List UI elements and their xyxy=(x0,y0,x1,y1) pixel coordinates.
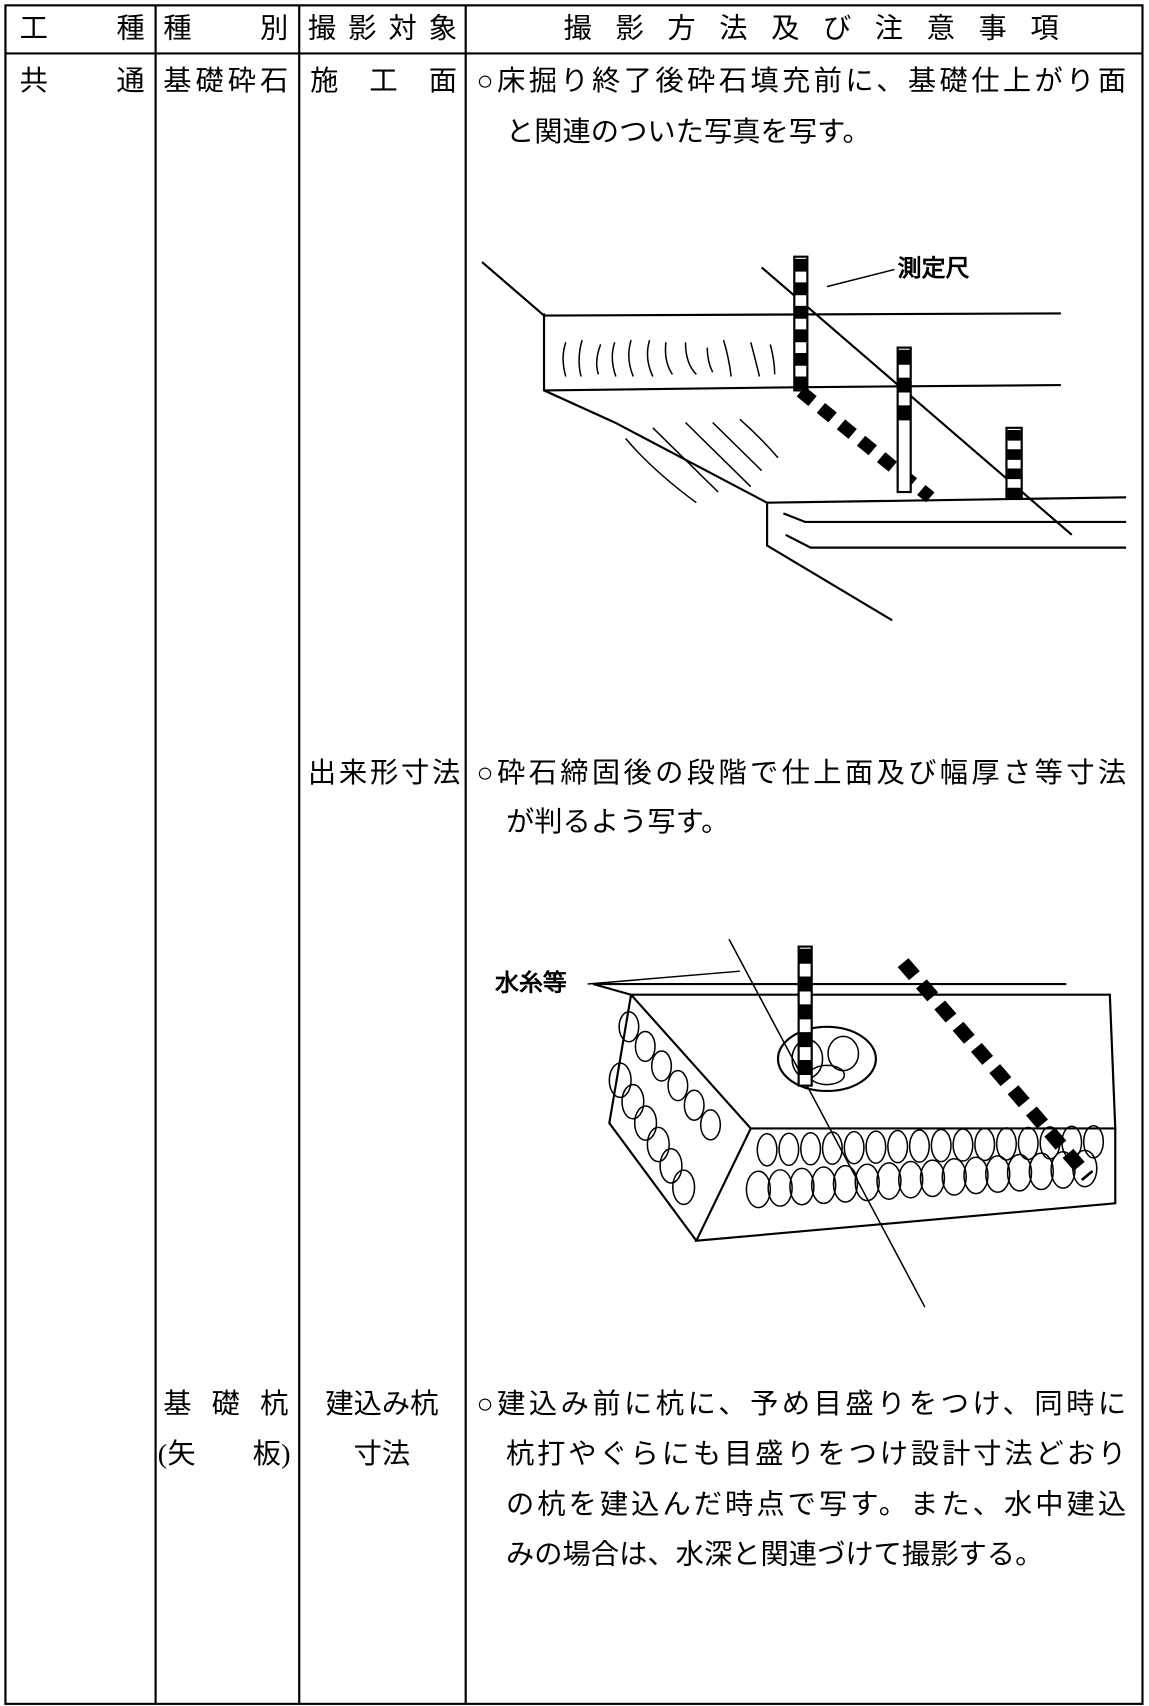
gravel xyxy=(995,1127,1018,1161)
measuring-rod xyxy=(793,255,1023,503)
gravel xyxy=(789,1167,815,1206)
gravel xyxy=(1082,1124,1105,1159)
type-cell: (矢 板) xyxy=(158,1438,291,1470)
type-cell: 基 礎 杭 xyxy=(163,1388,288,1420)
gravel xyxy=(659,1147,683,1184)
gravel xyxy=(919,1159,946,1198)
gravel xyxy=(887,1129,909,1164)
gravel xyxy=(985,1155,1011,1194)
header-cell: 工 種 xyxy=(20,13,145,45)
gravel xyxy=(843,1130,865,1165)
figure-label: 測定尺 xyxy=(898,254,970,282)
gravel xyxy=(767,1169,793,1207)
method-line: みの場合は、水深と関連づけて撮影する。 xyxy=(506,1539,1043,1571)
gravel xyxy=(699,1109,722,1141)
method-line: と関連のついた写真を写す。 xyxy=(506,116,871,148)
gravel xyxy=(827,1035,860,1072)
gravel xyxy=(634,1030,656,1063)
method-line: ○砕石締固後の段階で仕上面及び幅厚さ等寸法 xyxy=(477,757,1127,789)
method-line: ○建込み前に杭に、予め目盛りをつけ、同時に xyxy=(477,1388,1127,1420)
gravel xyxy=(1017,1126,1039,1161)
gravel xyxy=(683,1089,705,1121)
table-border xyxy=(4,4,1144,1705)
gravel xyxy=(854,1163,880,1202)
gravel xyxy=(952,1128,974,1162)
gravel xyxy=(745,1170,772,1209)
gravel xyxy=(908,1129,930,1163)
header-cell: 撮影対象 xyxy=(308,13,457,45)
gravel xyxy=(646,1126,670,1163)
header-cell: 種 別 xyxy=(163,13,288,45)
header-cell: 撮影方法及び注意事項 xyxy=(564,13,1059,45)
target-cell: 出来形寸法 xyxy=(308,757,460,789)
method-line: ○床掘り終了後砕石填充前に、基礎仕上がり面 xyxy=(477,65,1127,97)
gravel xyxy=(672,1169,696,1206)
figure-gravel: 水糸等 xyxy=(494,938,1117,1308)
gravel xyxy=(621,1083,645,1120)
target-cell: 施 工 面 xyxy=(310,65,457,97)
gravel xyxy=(618,1011,640,1043)
gravel xyxy=(650,1050,673,1082)
gravel xyxy=(633,1105,658,1141)
method-line: が判るよう写す。 xyxy=(506,806,729,838)
kind-cell: 共 通 xyxy=(20,65,145,97)
gravel xyxy=(667,1069,689,1102)
figure-measure: 測定尺 xyxy=(481,254,1127,622)
gravel xyxy=(1028,1152,1055,1191)
gravel xyxy=(810,1166,837,1205)
gravel xyxy=(821,1131,843,1166)
gravel xyxy=(941,1157,967,1196)
gravel xyxy=(800,1131,822,1166)
type-cell: 基礎砕石 xyxy=(163,65,288,97)
gravel xyxy=(897,1160,924,1199)
figure-label: 水糸等 xyxy=(494,969,567,997)
gravel xyxy=(778,1132,800,1167)
gravel xyxy=(963,1156,989,1195)
gravel xyxy=(832,1164,859,1203)
method-line: の杭を建込んだ時点で写す。また、水中建込 xyxy=(506,1489,1126,1521)
target-cell: 寸法 xyxy=(354,1438,411,1470)
gravel xyxy=(930,1128,952,1163)
gravel xyxy=(608,1062,632,1099)
method-line: 杭打やぐらにも目盛りをつけ設計寸法どおり xyxy=(506,1438,1126,1470)
gravel xyxy=(1006,1153,1033,1192)
gravel xyxy=(974,1127,996,1162)
gravel xyxy=(865,1130,887,1164)
gravel xyxy=(876,1162,902,1200)
target-cell: 建込み杭 xyxy=(325,1388,438,1420)
gravel xyxy=(756,1133,778,1167)
